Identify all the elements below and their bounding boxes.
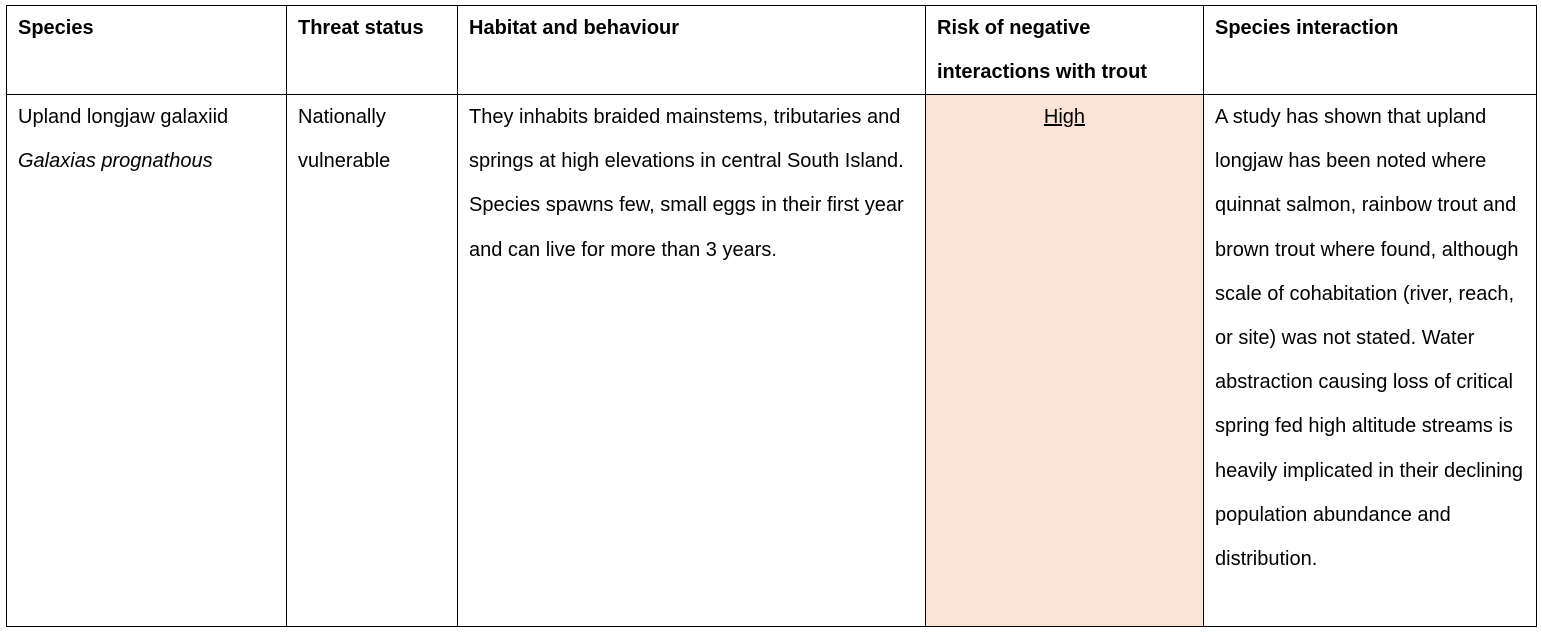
header-habitat: Habitat and behaviour (457, 5, 926, 95)
threat-status-text: Nationally vulnerable (298, 106, 391, 173)
interaction-cell: A study has shown that upland longjaw ha… (1203, 94, 1537, 627)
threat-status-cell: Nationally vulnerable (286, 94, 458, 627)
header-risk: Risk of negative interactions with trout (925, 5, 1204, 95)
species-table: Species Threat status Habitat and behavi… (6, 5, 1537, 627)
species-scientific-name: Galaxias prognathous (18, 150, 213, 173)
header-threat-status: Threat status (286, 5, 458, 95)
risk-cell: High (925, 94, 1204, 627)
interaction-text: A study has shown that upland longjaw ha… (1215, 106, 1523, 571)
habitat-cell: They inhabits braided mainstems, tributa… (457, 94, 926, 627)
header-interaction: Species interaction (1203, 5, 1537, 95)
header-species: Species (6, 5, 287, 95)
species-common-name: Upland longjaw galaxiid (18, 106, 229, 128)
species-cell: Upland longjaw galaxiid Galaxias prognat… (6, 94, 287, 627)
table-header-row: Species Threat status Habitat and behavi… (6, 5, 1537, 95)
table-row: Upland longjaw galaxiid Galaxias prognat… (6, 94, 1537, 627)
risk-value: High (1043, 106, 1086, 128)
habitat-text: They inhabits braided mainstems, tributa… (469, 106, 904, 261)
